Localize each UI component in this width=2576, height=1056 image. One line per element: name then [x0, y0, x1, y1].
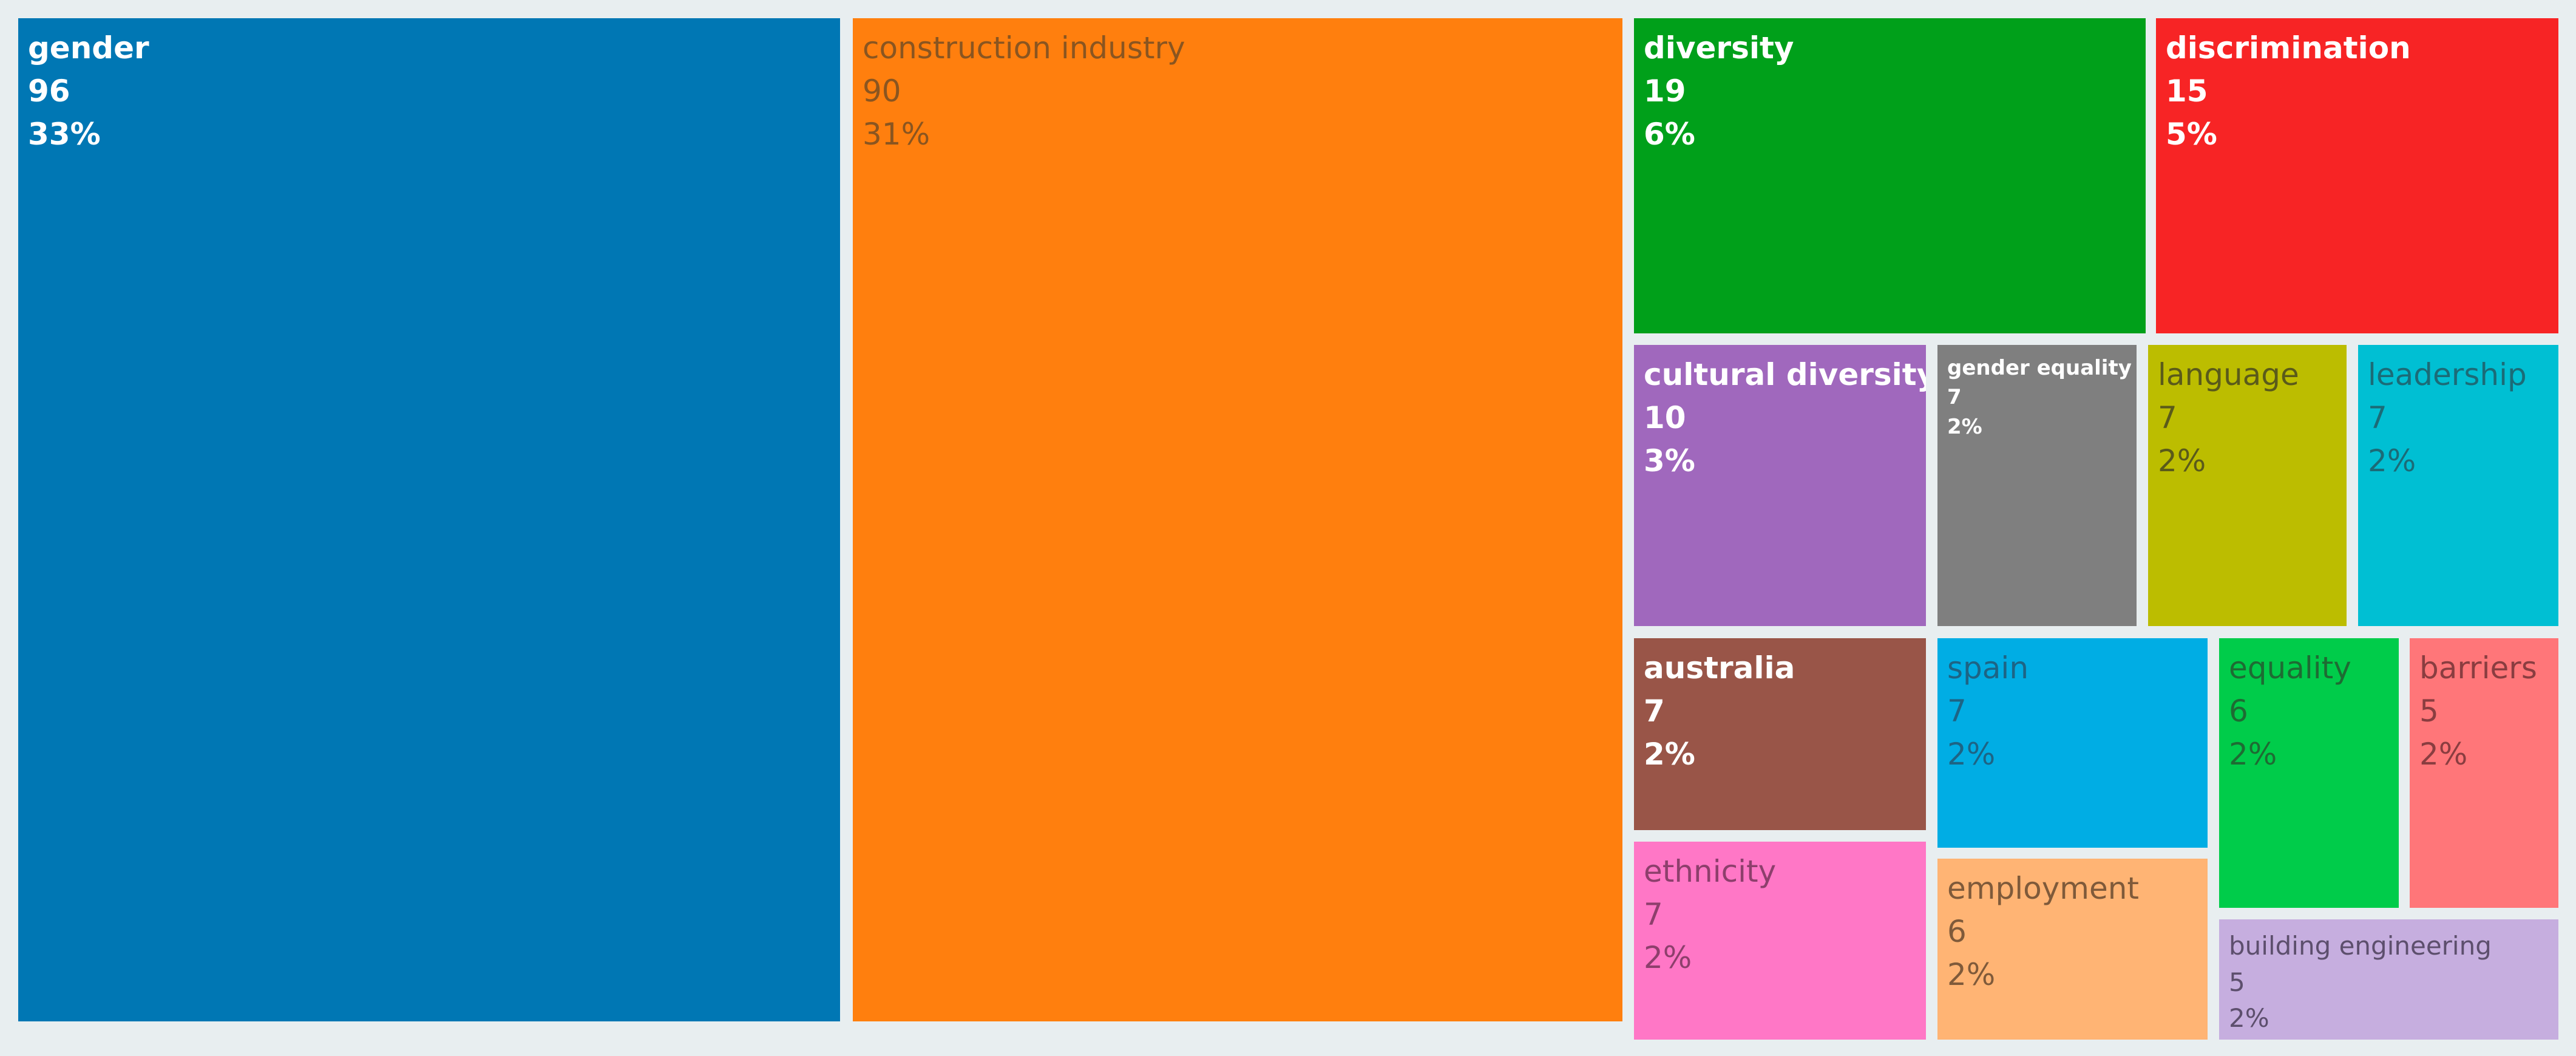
tile-label: barriers	[2419, 650, 2537, 686]
treemap-tile-gender-equality[interactable]: gender equality 7 2%	[1937, 345, 2137, 626]
tile-value: 15	[2166, 73, 2208, 109]
tile-percent: 2%	[1947, 737, 1996, 772]
tile-value: 90	[863, 73, 901, 109]
tile-value: 7	[2158, 400, 2177, 435]
tile-value: 7	[1644, 693, 1665, 729]
tile-percent: 2%	[2229, 1003, 2269, 1034]
treemap-tile-barriers[interactable]: barriers 5 2%	[2410, 638, 2558, 908]
treemap-tile-spain[interactable]: spain 7 2%	[1937, 638, 2208, 848]
tile-label: australia	[1644, 650, 1795, 686]
tile-value: 96	[28, 73, 70, 109]
tile-value: 5	[2419, 693, 2439, 729]
tile-label: gender equality	[1947, 356, 2132, 380]
tile-percent: 2%	[2368, 443, 2416, 479]
tile-value: 7	[1644, 897, 1663, 932]
treemap-tile-equality[interactable]: equality 6 2%	[2219, 638, 2399, 908]
tile-value: 7	[1947, 385, 1962, 410]
treemap-tile-cultural-diversity[interactable]: cultural diversity 10 3%	[1634, 345, 1926, 626]
treemap-tile-language[interactable]: language 7 2%	[2148, 345, 2347, 626]
treemap-tile-ethnicity[interactable]: ethnicity 7 2%	[1634, 842, 1926, 1040]
tile-percent: 2%	[2419, 737, 2468, 772]
tile-percent: 2%	[2229, 737, 2277, 772]
tile-label: diversity	[1644, 30, 1794, 66]
tile-label: discrimination	[2166, 30, 2411, 66]
tile-value: 7	[2368, 400, 2387, 435]
treemap-tile-gender[interactable]: gender 96 33%	[18, 18, 840, 1021]
tile-label: gender	[28, 30, 149, 66]
tile-label: spain	[1947, 650, 2029, 686]
treemap-tile-leadership[interactable]: leadership 7 2%	[2358, 345, 2558, 626]
treemap-tile-employment[interactable]: employment 6 2%	[1937, 859, 2208, 1040]
tile-percent: 2%	[1947, 957, 1996, 992]
tile-percent: 5%	[2166, 117, 2217, 152]
tile-label: equality	[2229, 650, 2351, 686]
tile-value: 7	[1947, 693, 1967, 729]
tile-value: 6	[1947, 914, 1967, 949]
treemap-tile-construction-industry[interactable]: construction industry 90 31%	[853, 18, 1622, 1021]
treemap-tile-diversity[interactable]: diversity 19 6%	[1634, 18, 2146, 333]
tile-percent: 2%	[2158, 443, 2206, 479]
tile-value: 6	[2229, 693, 2248, 729]
tile-percent: 31%	[863, 117, 930, 152]
tile-label: building engineering	[2229, 931, 2492, 961]
tile-label: cultural diversity	[1644, 357, 1926, 392]
tile-percent: 2%	[1644, 737, 1695, 772]
tile-label: construction industry	[863, 30, 1185, 66]
tile-percent: 2%	[1947, 414, 1982, 439]
tile-percent: 2%	[1644, 940, 1692, 975]
tile-percent: 3%	[1644, 443, 1695, 479]
tile-percent: 6%	[1644, 117, 1695, 152]
treemap-tile-building-engineering[interactable]: building engineering 5 2%	[2219, 919, 2558, 1040]
tile-label: language	[2158, 357, 2299, 392]
tile-value: 5	[2229, 967, 2245, 997]
tile-label: ethnicity	[1644, 854, 1777, 889]
treemap-tile-discrimination[interactable]: discrimination 15 5%	[2156, 18, 2558, 333]
tile-percent: 33%	[28, 117, 101, 152]
tile-value: 19	[1644, 73, 1686, 109]
treemap-tile-australia[interactable]: australia 7 2%	[1634, 638, 1926, 830]
tile-label: leadership	[2368, 357, 2527, 392]
tile-label: employment	[1947, 871, 2140, 906]
tile-value: 10	[1644, 400, 1686, 435]
